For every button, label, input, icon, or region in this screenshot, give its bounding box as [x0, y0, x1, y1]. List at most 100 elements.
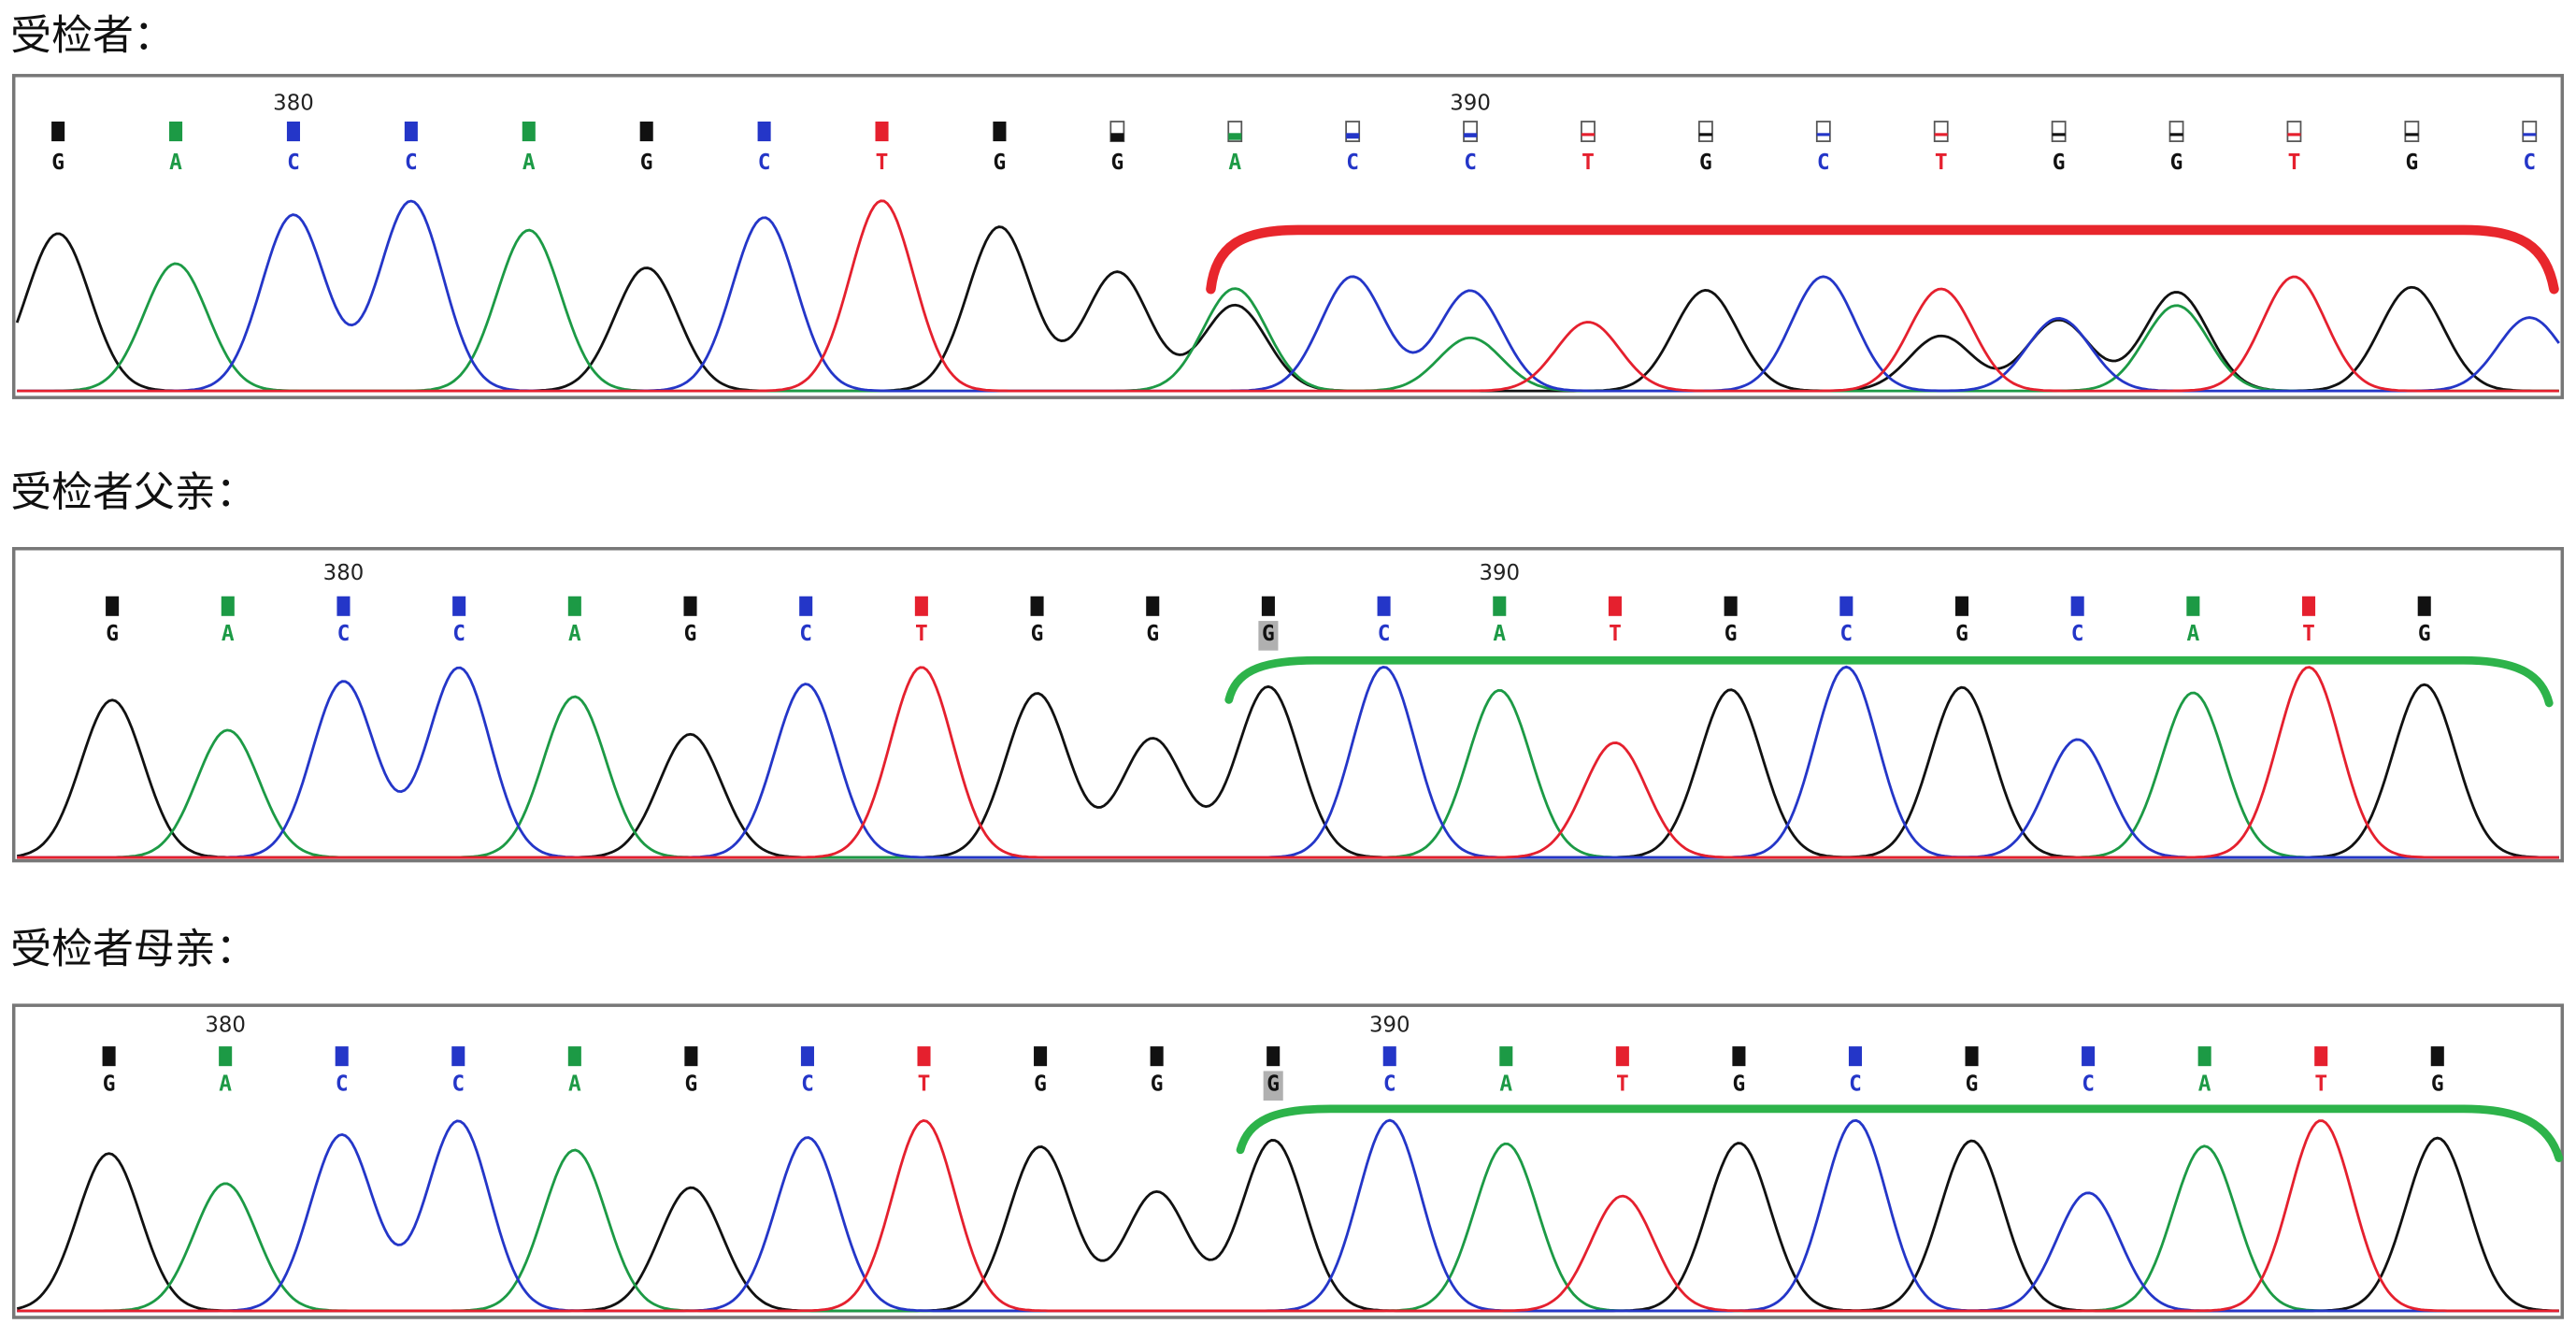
trace	[17, 199, 2559, 393]
base-call: C	[405, 151, 418, 175]
base-marker	[2070, 596, 2084, 616]
base-call: G	[1262, 622, 1275, 646]
base-call: G	[1110, 151, 1123, 175]
base-call: C	[451, 1072, 465, 1097]
position-label: 390	[1450, 92, 1491, 116]
base-marker	[51, 122, 65, 142]
trace	[17, 666, 2559, 859]
base-marker	[1608, 596, 1622, 616]
base-call: T	[915, 622, 928, 646]
base-marker	[219, 1046, 233, 1067]
base-marker	[914, 596, 928, 616]
base-marker	[1228, 133, 1242, 140]
base-marker	[522, 122, 536, 142]
base-marker	[2286, 121, 2302, 142]
base-call: T	[2314, 1072, 2327, 1097]
base-marker	[335, 1046, 349, 1067]
base-call: A	[1499, 1072, 1512, 1097]
base-call: C	[2082, 1072, 2095, 1097]
base-call: G	[1724, 622, 1738, 646]
base-call: G	[2418, 622, 2431, 646]
base-marker	[1030, 596, 1044, 616]
base-call: C	[1849, 1072, 1862, 1097]
base-call: G	[1146, 622, 1159, 646]
base-call: C	[337, 622, 351, 646]
base-call: C	[801, 1072, 814, 1097]
base-marker	[757, 122, 771, 142]
base-call: A	[1228, 151, 1241, 175]
base-marker	[106, 596, 120, 616]
base-marker	[2287, 133, 2301, 137]
base-highlight	[1258, 621, 1279, 651]
trace	[17, 228, 2559, 393]
base-marker	[1377, 596, 1391, 616]
base-marker	[2186, 596, 2200, 616]
base-call: A	[222, 622, 235, 646]
position-label: 380	[205, 1013, 246, 1037]
base-marker	[1934, 133, 1948, 137]
base-marker	[2405, 133, 2419, 137]
base-marker	[875, 122, 889, 142]
base-marker	[1732, 1046, 1746, 1067]
base-call: A	[1493, 622, 1506, 646]
base-marker	[567, 596, 581, 616]
base-call: A	[522, 151, 536, 175]
base-marker	[639, 122, 653, 142]
position-label: 380	[323, 561, 365, 585]
panel-label: 受检者：	[10, 12, 175, 60]
base-call: C	[1839, 622, 1853, 646]
panel-label: 受检者母亲：	[10, 925, 256, 972]
base-marker	[1382, 1046, 1396, 1067]
base-marker	[1463, 121, 1478, 142]
base-marker	[917, 1046, 931, 1067]
base-marker	[2302, 596, 2316, 616]
base-marker	[2082, 1046, 2096, 1067]
base-call: G	[1034, 1072, 1047, 1097]
base-call: A	[169, 151, 182, 175]
base-marker	[336, 596, 351, 616]
base-marker	[2523, 133, 2537, 137]
base-marker	[1697, 121, 1713, 142]
base-call: A	[2186, 622, 2199, 646]
base-call: G	[1267, 1072, 1280, 1097]
base-call: C	[1378, 622, 1391, 646]
base-highlight	[1263, 1071, 1283, 1101]
base-marker	[1965, 1046, 1979, 1067]
base-marker	[2314, 1046, 2328, 1067]
base-call: T	[1581, 151, 1595, 175]
position-label: 380	[273, 92, 314, 116]
base-call: T	[2288, 151, 2301, 175]
base-marker	[1933, 121, 1949, 142]
base-call: G	[1955, 622, 1968, 646]
base-call: G	[51, 151, 64, 175]
base-call: A	[2198, 1072, 2211, 1097]
trace	[17, 199, 2560, 393]
bracket	[1236, 1104, 2564, 1162]
base-marker	[2404, 121, 2420, 142]
base-marker	[1698, 133, 1712, 137]
base-marker	[1615, 1046, 1629, 1067]
trace	[17, 665, 2559, 859]
base-call: C	[1464, 151, 1477, 175]
base-marker	[2197, 1046, 2211, 1067]
base-call: C	[799, 622, 812, 646]
trace	[17, 1119, 2559, 1313]
position-label: 390	[1369, 1013, 1410, 1037]
base-marker	[683, 596, 697, 616]
base-call: C	[2523, 151, 2536, 175]
base-marker	[1110, 133, 1124, 142]
panel-label: 受检者父亲：	[10, 468, 256, 516]
base-call: G	[2405, 151, 2418, 175]
base-marker	[799, 596, 813, 616]
base-call: T	[2302, 622, 2315, 646]
base-marker	[1839, 596, 1853, 616]
base-call: G	[1966, 1072, 1979, 1097]
base-call: C	[287, 151, 300, 175]
base-marker	[2417, 596, 2431, 616]
base-call: G	[1031, 622, 1044, 646]
base-call: G	[1733, 1072, 1746, 1097]
base-call: G	[103, 1072, 116, 1097]
base-marker	[1499, 1046, 1513, 1067]
base-call: G	[1699, 151, 1712, 175]
